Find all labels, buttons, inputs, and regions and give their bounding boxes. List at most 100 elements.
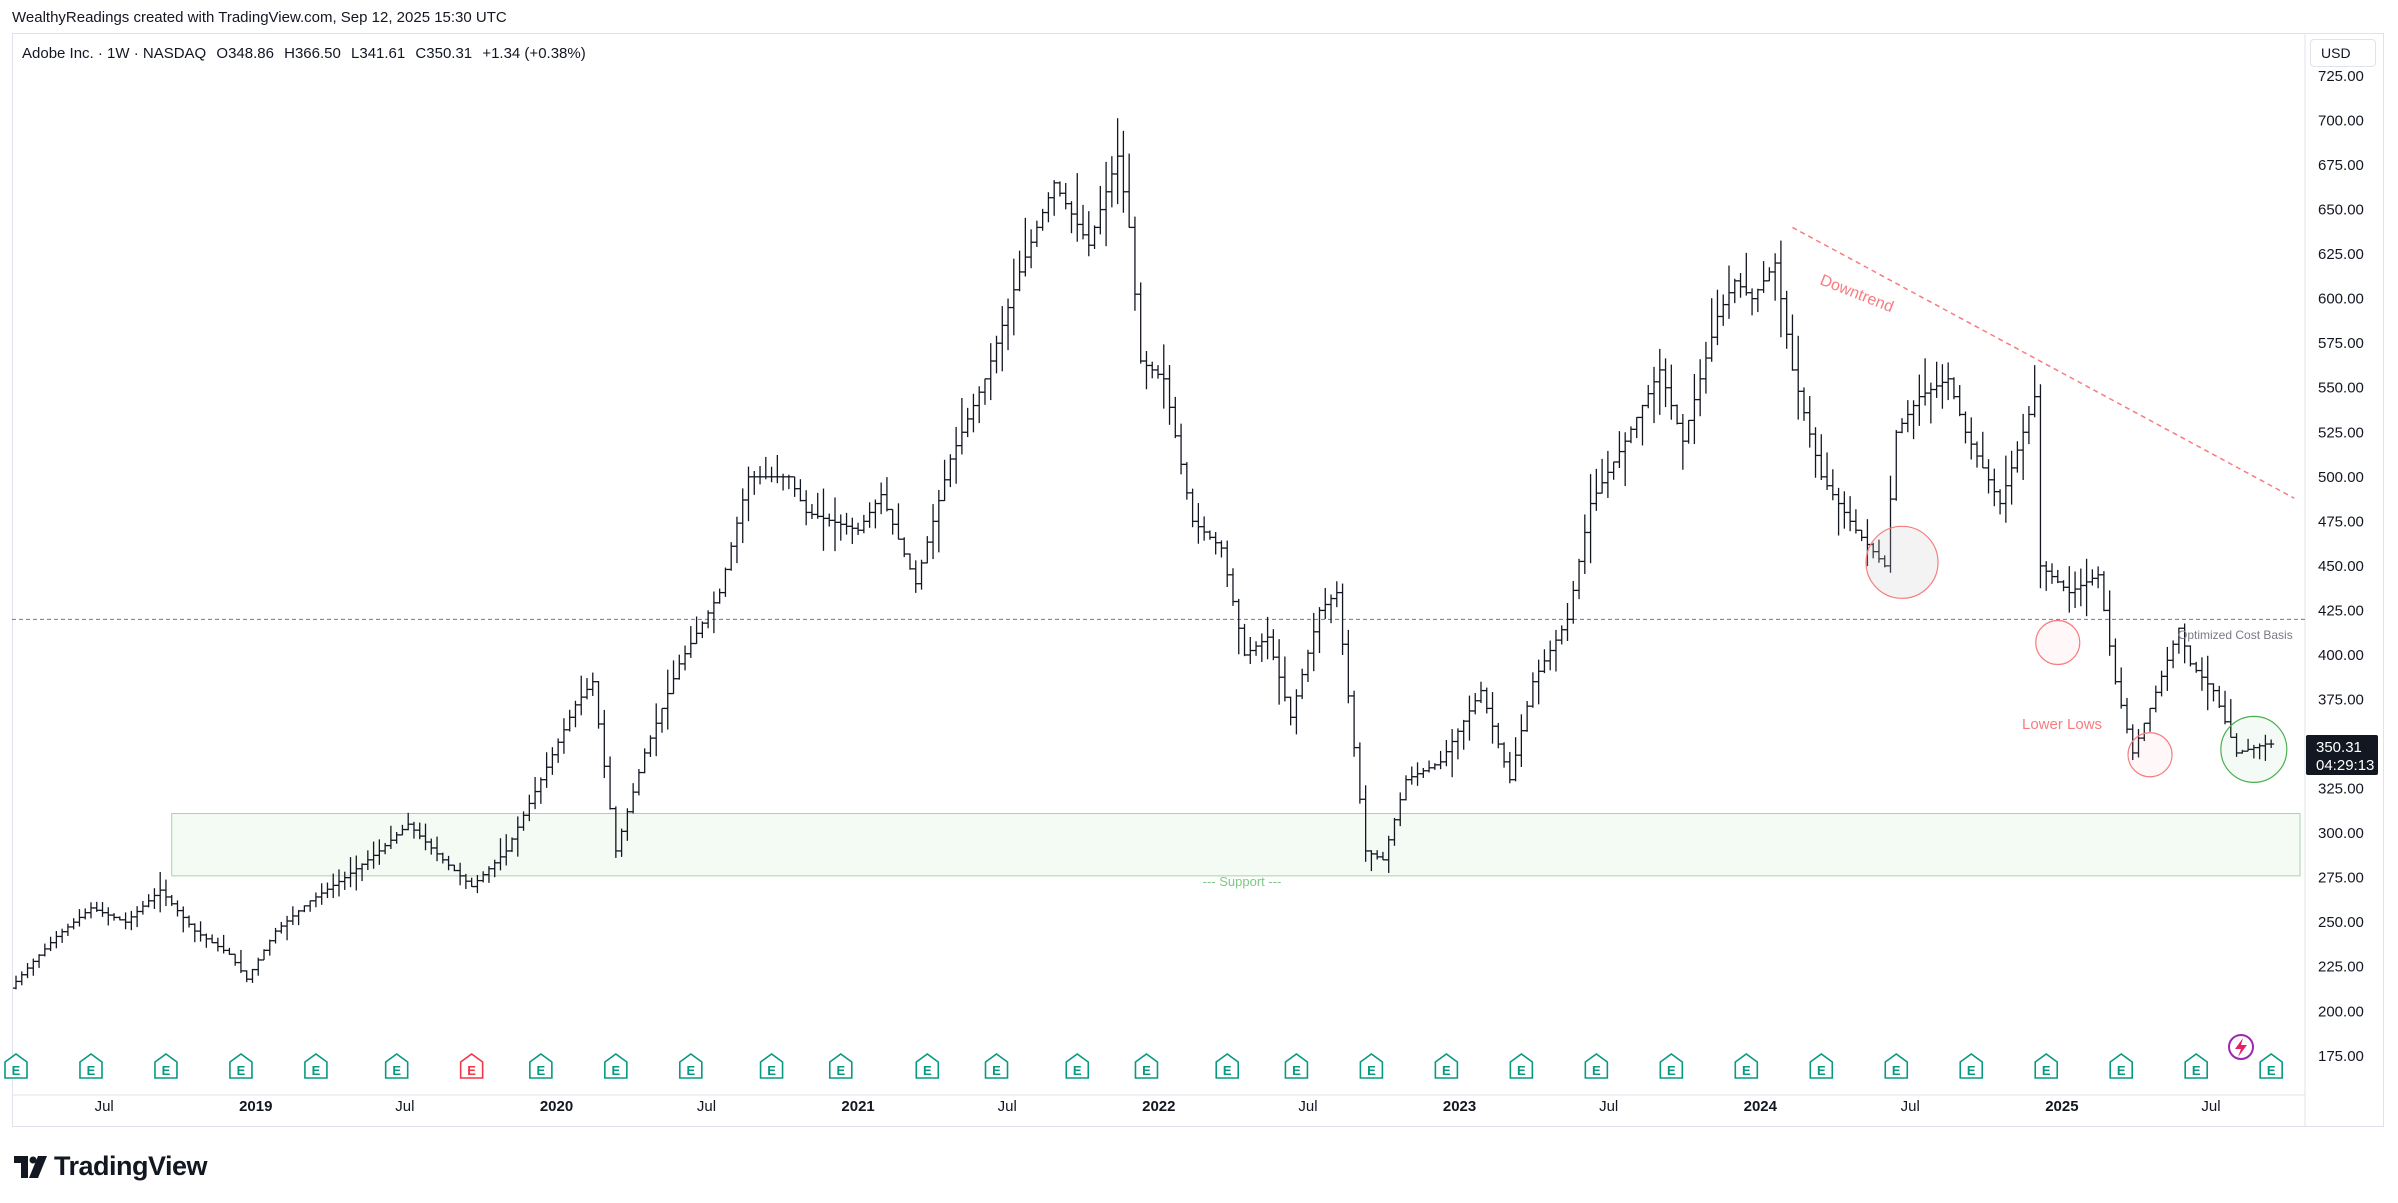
x-axis-tick-label: Jul	[95, 1098, 114, 1115]
earnings-event-icon[interactable]: E	[604, 1053, 628, 1079]
earnings-event-letter: E	[1817, 1063, 1826, 1078]
earnings-event-shape	[1659, 1053, 1684, 1079]
earnings-event-icon[interactable]: E	[384, 1053, 409, 1079]
earnings-event-letter: E	[237, 1063, 246, 1078]
earnings-event-icon[interactable]: E	[679, 1053, 703, 1079]
y-axis-tick-label: 550.00	[2318, 380, 2364, 397]
earnings-event-shape	[1215, 1053, 1240, 1079]
earnings-event-icon[interactable]: E	[1659, 1053, 1684, 1079]
earnings-event-icon[interactable]: E	[1509, 1053, 1534, 1079]
ohlc-low: L341.61	[351, 45, 406, 62]
y-axis-tick-label: 450.00	[2318, 558, 2364, 575]
earnings-event-icon[interactable]: E	[4, 1053, 28, 1079]
earnings-event-letter: E	[1592, 1063, 1601, 1078]
symbol-legend: Adobe Inc. · 1W · NASDAQ O348.86 H366.50…	[22, 45, 592, 62]
y-axis-tick-label: 675.00	[2318, 157, 2364, 174]
y-axis-tick-label: 625.00	[2318, 246, 2364, 263]
earnings-event-shape	[304, 1053, 328, 1079]
y-axis-tick-label: 400.00	[2318, 647, 2364, 664]
tradingview-logo-text: TradingView	[54, 1151, 208, 1181]
x-axis-tick-label: 2024	[1744, 1098, 1778, 1115]
cost-basis-label: Optimized Cost Basis	[2178, 628, 2293, 642]
earnings-event-letter: E	[12, 1063, 21, 1078]
tradingview-logo[interactable]: TradingView	[14, 1151, 208, 1182]
earnings-event-letter: E	[2117, 1063, 2126, 1078]
x-axis-tick-label: Jul	[1298, 1098, 1317, 1115]
x-axis-tick-label: Jul	[2201, 1098, 2220, 1115]
earnings-event-shape	[2034, 1053, 2059, 1079]
earnings-event-letter: E	[87, 1063, 96, 1078]
earnings-event-icon[interactable]: E	[1884, 1053, 1909, 1079]
price-change: +1.34 (+0.38%)	[482, 45, 586, 62]
earnings-event-icon[interactable]: E	[915, 1053, 940, 1079]
earnings-event-icon[interactable]: E	[1959, 1053, 1984, 1079]
earnings-event-icon[interactable]: E	[1215, 1053, 1240, 1079]
earnings-event-icon[interactable]: E	[79, 1053, 103, 1079]
earnings-event-letter: E	[467, 1063, 476, 1078]
earnings-event-letter: E	[2042, 1063, 2051, 1078]
highlight-circles	[1865, 525, 2288, 783]
earnings-event-icon[interactable]: E	[1134, 1053, 1159, 1079]
earnings-event-shape	[915, 1053, 940, 1079]
earnings-event-icon[interactable]: E	[759, 1053, 784, 1079]
earnings-event-icon[interactable]: E	[304, 1053, 328, 1079]
symbol-name[interactable]: Adobe Inc. · 1W · NASDAQ	[22, 45, 207, 62]
last-price-value: 350.31	[2316, 739, 2362, 756]
lightning-icon[interactable]	[2228, 1034, 2254, 1060]
earnings-event-icon[interactable]: E	[229, 1053, 253, 1079]
earnings-event-icon[interactable]: E	[1809, 1053, 1834, 1079]
earnings-event-icon[interactable]: E	[154, 1053, 178, 1079]
earnings-event-icon[interactable]: E	[1584, 1053, 1609, 1079]
earnings-event-shape	[154, 1053, 178, 1079]
earnings-event-letter: E	[1223, 1063, 1232, 1078]
earnings-event-shape	[2259, 1053, 2283, 1079]
earnings-event-shape	[229, 1053, 253, 1079]
x-axis: Jul 2019 Jul 2020 Jul 2021 Jul 2022 Jul 2023 Jul 20…	[95, 1098, 2221, 1115]
attribution-text: WealthyReadings created with TradingView…	[12, 9, 507, 26]
earnings-event-icon[interactable]: E	[1284, 1053, 1309, 1079]
earnings-event-shape	[1584, 1053, 1609, 1079]
earnings-event-icon[interactable]: E	[2109, 1053, 2133, 1079]
axis-separators	[12, 34, 2306, 1127]
currency-button[interactable]: USD	[2310, 39, 2376, 67]
y-axis-tick-label: 475.00	[2318, 513, 2364, 530]
earnings-event-letter: E	[1742, 1063, 1751, 1078]
last-price-label: 350.31 04:29:13	[2306, 735, 2378, 775]
earnings-event-letter: E	[1367, 1063, 1376, 1078]
downtrend-dashed-line	[1792, 226, 2295, 499]
earnings-event-shape	[1065, 1053, 1090, 1079]
y-axis-tick-label: 525.00	[2318, 424, 2364, 441]
x-axis-tick-label: 2022	[1142, 1098, 1175, 1115]
y-axis-tick-label: 175.00	[2318, 1048, 2364, 1065]
earnings-event-icon[interactable]: E	[1065, 1053, 1090, 1079]
x-axis-tick-label: Jul	[697, 1098, 716, 1115]
earnings-event-shape	[529, 1053, 553, 1079]
x-axis-tick-label: 2021	[841, 1098, 874, 1115]
earnings-event-icon[interactable]: E	[459, 1053, 484, 1079]
earnings-event-shape	[2109, 1053, 2133, 1079]
earnings-event-letter: E	[1967, 1063, 1976, 1078]
earnings-event-icon[interactable]: E	[828, 1053, 853, 1079]
y-axis-tick-label: 600.00	[2318, 291, 2364, 308]
earnings-event-shape	[4, 1053, 28, 1079]
earnings-event-shape	[828, 1053, 853, 1079]
earnings-event-icon[interactable]: E	[2184, 1053, 2208, 1079]
earnings-event-icon[interactable]: E	[2259, 1053, 2283, 1079]
earnings-event-icon[interactable]: E	[1734, 1053, 1759, 1079]
earnings-event-letter: E	[686, 1063, 695, 1078]
ohlc-high: H366.50	[284, 45, 341, 62]
y-axis: 175.00 200.00 225.00 250.00 275.00 300.00 325.…	[2318, 68, 2364, 1065]
earnings-event-icon[interactable]: E	[1359, 1053, 1384, 1079]
earnings-event-icon[interactable]: E	[529, 1053, 553, 1079]
earnings-event-icon[interactable]: E	[2034, 1053, 2059, 1079]
earnings-event-letter: E	[1892, 1063, 1901, 1078]
earnings-event-letter: E	[312, 1063, 321, 1078]
y-axis-tick-label: 325.00	[2318, 781, 2364, 798]
earnings-event-icon[interactable]: E	[984, 1053, 1009, 1079]
earnings-event-icon[interactable]: E	[1434, 1053, 1459, 1079]
support-label: --- Support ---	[1203, 874, 1282, 889]
earnings-event-shape	[1509, 1053, 1534, 1079]
earnings-event-shape	[459, 1053, 484, 1079]
